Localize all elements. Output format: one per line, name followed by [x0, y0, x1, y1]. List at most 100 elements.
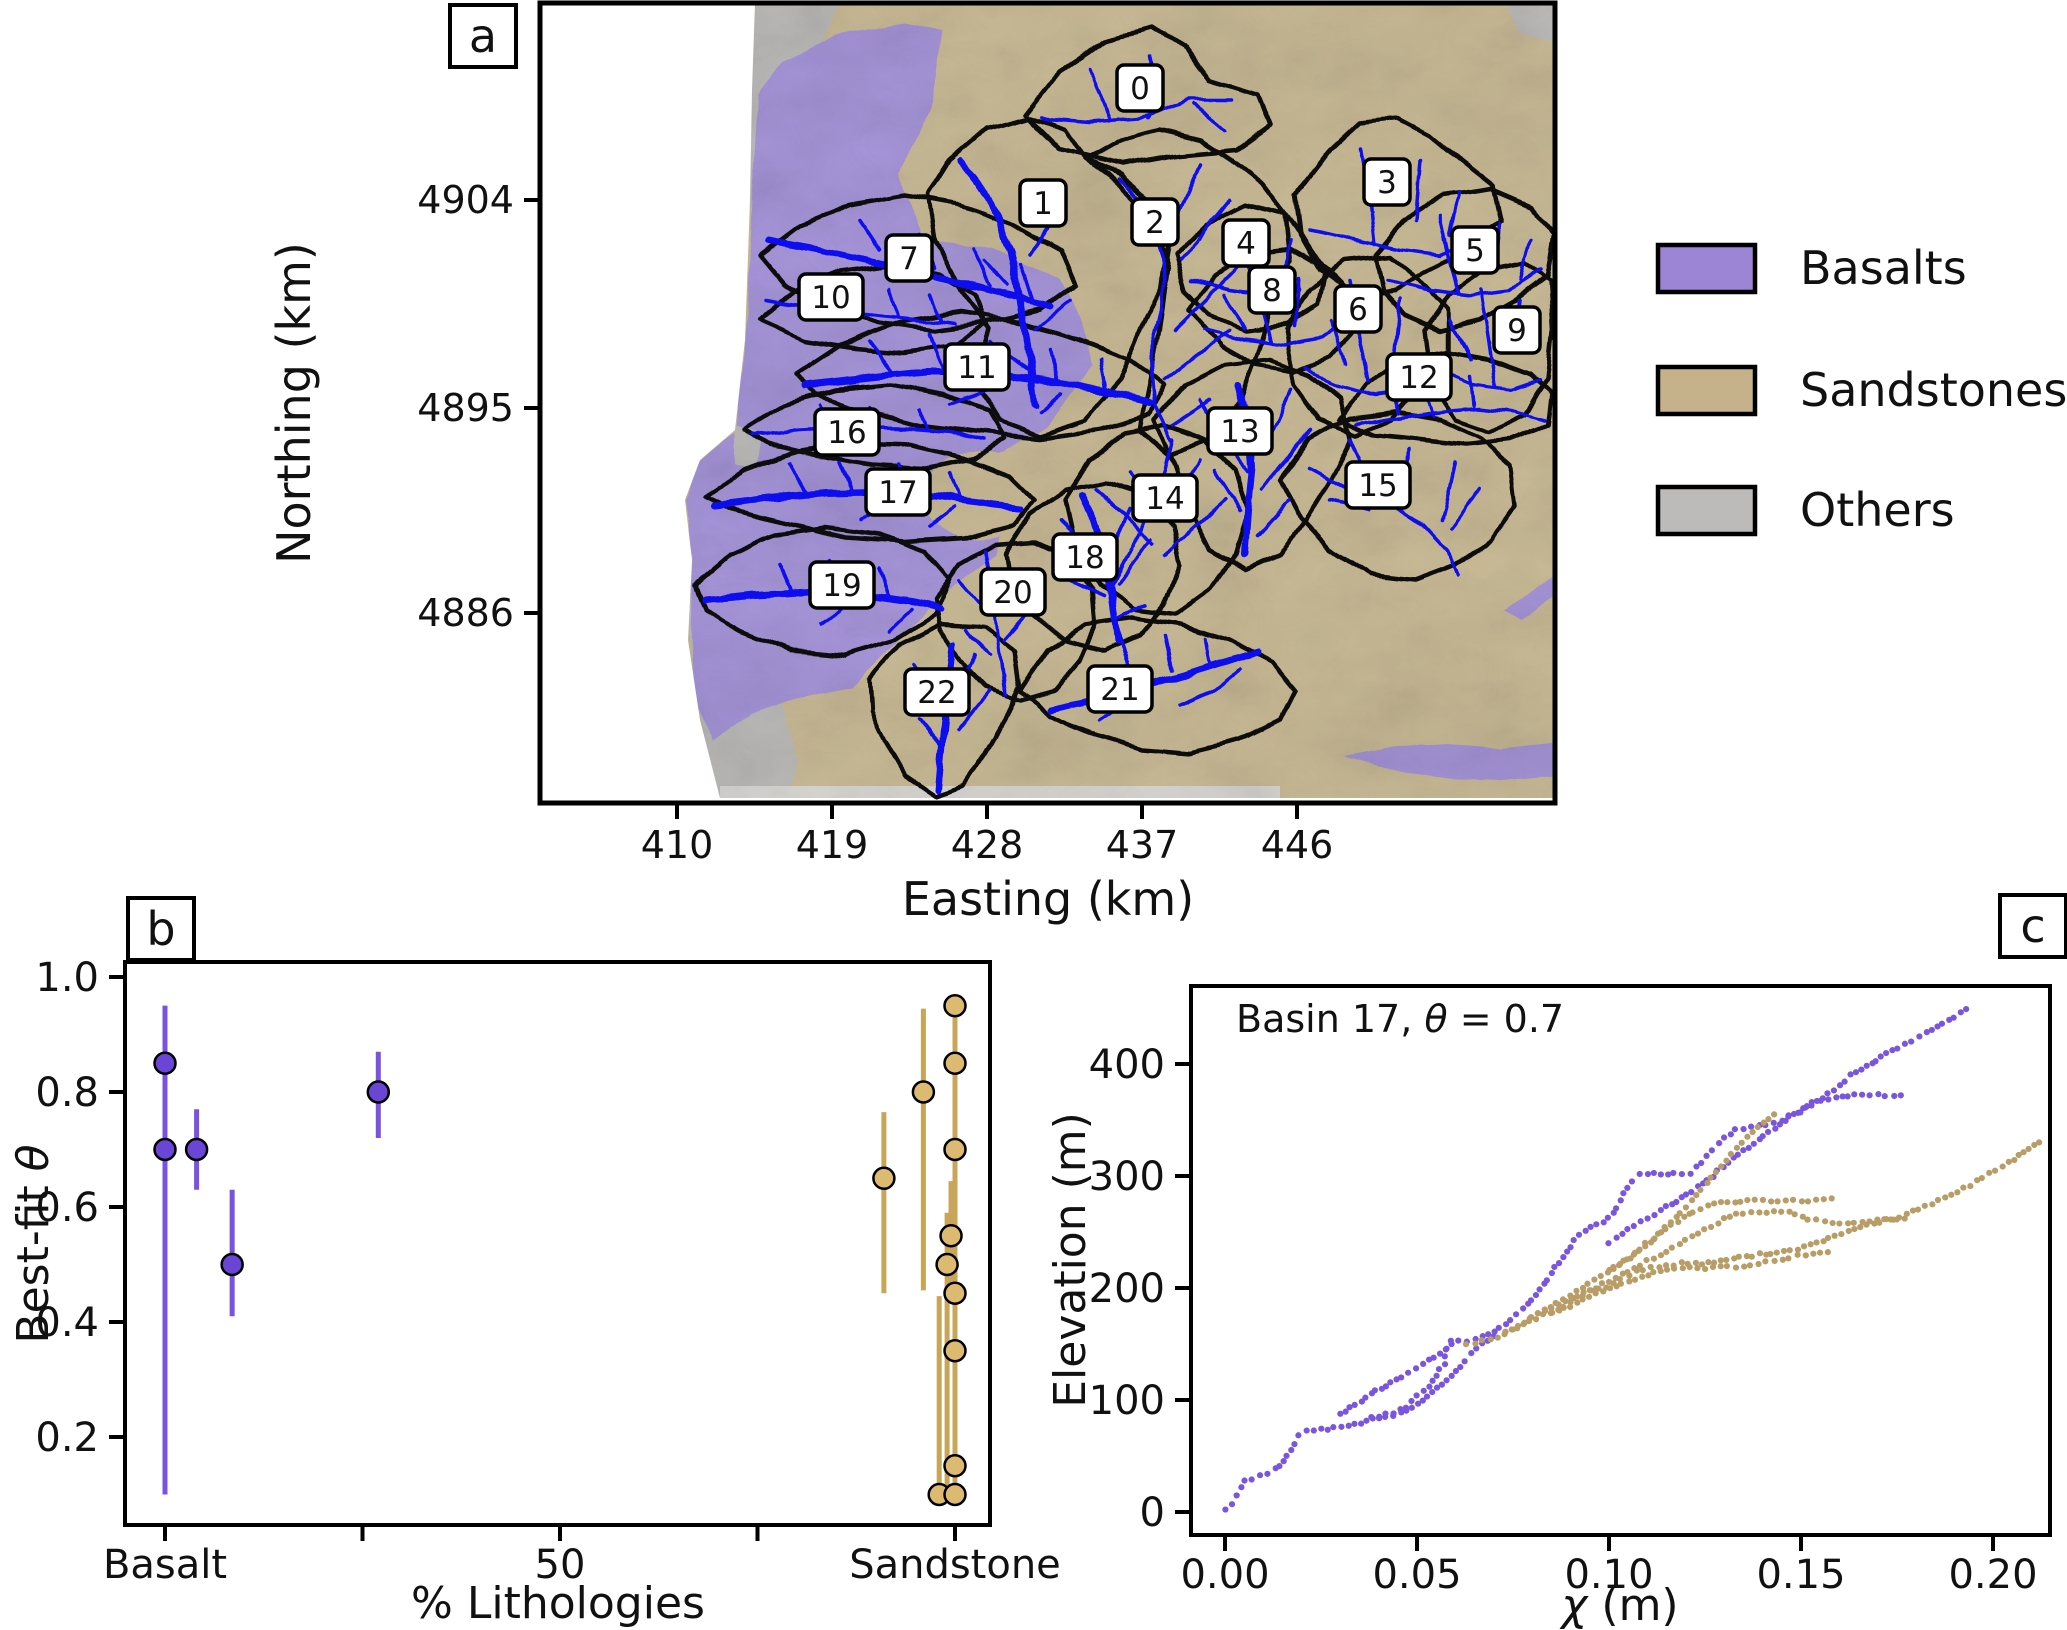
map-legend: Basalts Sandstones Others — [1658, 241, 2067, 537]
basin-label-text-12: 12 — [1399, 360, 1438, 396]
sandstone_points — [873, 995, 965, 1505]
basin-label-text-15: 15 — [1358, 468, 1397, 504]
sandstone_profiles-dot — [1620, 1258, 1626, 1264]
basin-label-text-6: 6 — [1348, 292, 1368, 328]
panel-label-b-text: b — [146, 902, 175, 956]
sandstone_profiles-dot — [1635, 1248, 1641, 1254]
sandstone_points-marker — [945, 1484, 966, 1505]
sandstone_profiles-dot — [1607, 1285, 1613, 1291]
basalt_profiles-dot — [1851, 1091, 1857, 1097]
sandstone_profiles-dot — [1472, 1340, 1478, 1346]
sandstone_profiles-dot — [2036, 1139, 2042, 1145]
basalt_profiles-dot — [1346, 1423, 1352, 1429]
sandstone_profiles-dot — [1663, 1249, 1669, 1255]
sandstone_points-marker — [941, 1225, 962, 1246]
sandstone_profiles-dot — [1713, 1169, 1719, 1175]
basalt_profiles-dot — [1601, 1219, 1607, 1225]
basalt_profiles-dot — [1746, 1145, 1752, 1151]
sandstone_points-marker — [945, 1455, 966, 1476]
sandstone_profiles-dot — [1739, 1140, 1745, 1146]
basalt_profiles-dot — [1864, 1063, 1870, 1069]
basalt_profiles-dot — [1831, 1087, 1837, 1093]
sandstone_profiles-dot — [1639, 1274, 1645, 1280]
sandstone_profiles-dot — [1979, 1175, 1985, 1181]
basalt_profiles-dot — [1777, 1121, 1783, 1127]
figure-page: 0 1 2 3 4 5 6 7 8 9 10 11 12 13 14 15 16 17 18 19 20 21 22 410… — [0, 0, 2067, 1630]
sandstone_profiles-dot — [1787, 1247, 1793, 1253]
basalt_profiles-dot — [1337, 1411, 1343, 1417]
basalt_profiles-dot — [1593, 1221, 1599, 1227]
sandstone_profiles-dot — [2006, 1159, 2012, 1165]
sandstone_profiles-dot — [1736, 1254, 1742, 1260]
sandstone_profiles-dot — [1762, 1258, 1768, 1264]
basalt_profiles-dot — [1429, 1389, 1435, 1395]
panel-b-y-tick-label: 0.8 — [35, 1070, 99, 1116]
sandstone_profiles-dot — [1715, 1220, 1721, 1226]
basalt_profiles-dot — [1638, 1218, 1644, 1224]
basalt_profiles-dot — [1673, 1199, 1679, 1205]
basin-label-20: 20 — [981, 569, 1045, 615]
basin-label-text-16: 16 — [827, 415, 866, 451]
panel-label-b: b — [128, 898, 194, 960]
sandstone_profiles-dot — [1836, 1220, 1842, 1226]
sandstone_profiles-dot — [1866, 1218, 1872, 1224]
basalt_profiles-dot — [1748, 1124, 1754, 1130]
sandstone_profiles-dot — [1664, 1267, 1670, 1273]
sandstone_profiles-dot — [1574, 1293, 1580, 1299]
basin-label-text-19: 19 — [822, 568, 861, 604]
sandstone_profiles-dot — [1627, 1255, 1633, 1261]
basalt_profiles-dot — [1281, 1458, 1287, 1464]
legend-label-basalts: Basalts — [1800, 241, 1967, 295]
basin-label-text-11: 11 — [957, 350, 996, 386]
basalt_profiles-dot — [1631, 1223, 1637, 1229]
basalt_profiles-dot — [1629, 1178, 1635, 1184]
sandstone_profiles-dot — [1701, 1226, 1707, 1232]
basalt_profiles-dot — [1283, 1453, 1289, 1459]
sandstone_profiles-dot — [1810, 1251, 1816, 1257]
sandstone_profiles-dot — [1689, 1197, 1695, 1203]
basalt_profiles-dot — [1797, 1109, 1803, 1115]
basalt_profiles-dot — [1872, 1058, 1878, 1064]
basalt_profiles-dot — [1878, 1053, 1884, 1059]
basalt_profiles-dot — [1398, 1374, 1404, 1380]
sandstone_profiles-dot — [1637, 1263, 1643, 1269]
basin-label-21: 21 — [1088, 666, 1152, 712]
basalt_profiles-dot — [1902, 1041, 1908, 1047]
sandstone_profiles-dot — [1651, 1236, 1657, 1242]
basalt_profiles-dot — [1372, 1387, 1378, 1393]
map-y-tick-label: 4895 — [417, 386, 514, 430]
sandstone_profiles-dot — [1689, 1209, 1695, 1215]
sandstone_profiles-dot — [1689, 1233, 1695, 1239]
sandstone_profiles-dot — [1682, 1237, 1688, 1243]
panel-c-ylabel: Elevation (m) — [1045, 1112, 1096, 1408]
basalt_profiles-dot — [1637, 1171, 1643, 1177]
basalt_profiles-dot — [1257, 1472, 1263, 1478]
basalt_profiles-dot — [1549, 1270, 1555, 1276]
sandstone_profiles-dot — [1825, 1235, 1831, 1241]
legend-label-others: Others — [1800, 483, 1955, 537]
sandstone_profiles-dot — [1740, 1211, 1746, 1217]
sandstone_profiles-dot — [1822, 1218, 1828, 1224]
sandstone_profiles-dot — [1832, 1233, 1838, 1239]
basalt_profiles-dot — [1496, 1325, 1502, 1331]
sandstone_profiles-dot — [1600, 1288, 1606, 1294]
sandstone_profiles-dot — [1463, 1341, 1469, 1347]
sandstone_profiles-dot — [1542, 1308, 1548, 1314]
sandstone_profiles-dot — [1813, 1197, 1819, 1203]
map-x-tick-label: 437 — [1106, 823, 1179, 867]
basin-label-9: 9 — [1494, 307, 1540, 353]
panel-c-y-tick-label: 100 — [1089, 1378, 1165, 1424]
sandstone_profiles-dot — [1650, 1269, 1656, 1275]
sandstone_profiles-dot — [1845, 1220, 1851, 1226]
basalt_profiles-dot — [1951, 1015, 1957, 1021]
sandstone_profiles-dot — [1929, 1201, 1935, 1207]
sandstone_profiles-dot — [1778, 1209, 1784, 1215]
basalt_profiles-dot — [1833, 1094, 1839, 1100]
basalt_profiles-dot — [1462, 1358, 1468, 1364]
basalt_profiles-dot — [1605, 1240, 1611, 1246]
sandstone_profiles-dot — [1548, 1310, 1554, 1316]
panel-label-a-text: a — [469, 9, 497, 63]
basalt_profiles-dot — [1658, 1171, 1664, 1177]
panel-label-a: a — [450, 5, 516, 67]
sandstone_profiles-dot — [1772, 1258, 1778, 1264]
